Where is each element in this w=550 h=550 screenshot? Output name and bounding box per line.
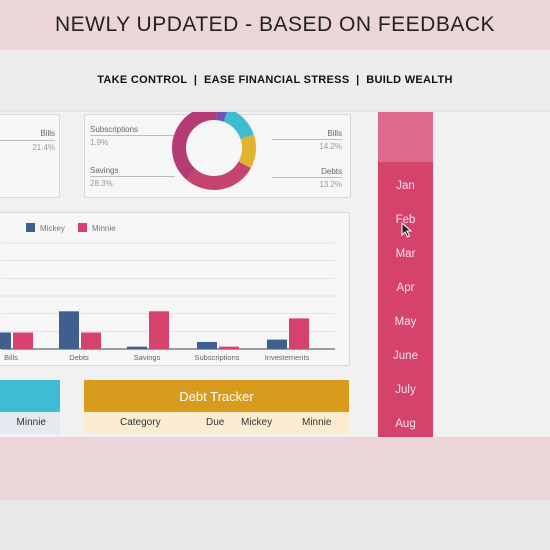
legend-card-left: Bills 21.4% xyxy=(0,114,60,198)
donut-slice-subscriptions xyxy=(216,112,228,122)
legend-debts-label: Debts xyxy=(321,167,342,176)
bottom-grey xyxy=(0,500,550,550)
legend-label-mickey: Mickey xyxy=(40,224,65,233)
category-label-subscriptions: Subscriptions xyxy=(194,353,239,362)
tagline-strip: TAKE CONTROL | EASE FINANCIAL STRESS | B… xyxy=(0,50,550,110)
tagline: TAKE CONTROL | EASE FINANCIAL STRESS | B… xyxy=(97,74,453,86)
month-item-july[interactable]: July xyxy=(395,384,416,396)
legend-line xyxy=(90,135,175,136)
category-label-savings: Savings xyxy=(134,353,161,362)
bar-investements-minnie xyxy=(289,318,309,349)
income-table-header xyxy=(0,380,60,412)
legend-line xyxy=(0,140,55,141)
legend-savings-pct: 28.3% xyxy=(90,179,113,188)
mouse-cursor-icon xyxy=(401,222,413,238)
income-table: Minnie xyxy=(0,380,60,437)
bar-investements-mickey xyxy=(267,339,287,349)
legend-swatch-minnie xyxy=(78,223,87,232)
month-item-may[interactable]: May xyxy=(394,316,417,328)
dashboard-screenshot: Bills 21.4% Subscriptions 1.9% Savings 2… xyxy=(0,112,550,438)
legend-line xyxy=(272,139,342,140)
month-item-june[interactable]: June xyxy=(393,350,418,362)
debt-tracker-columns: Category Due Mickey Minnie xyxy=(84,412,349,434)
bar-chart: Mickey Minnie Bills Debts Savings Subscriptio… xyxy=(0,223,335,362)
col-mickey: Mickey xyxy=(241,417,273,428)
legend-bills-pct: 14.2% xyxy=(319,142,342,151)
bottom-band xyxy=(0,437,550,500)
bar-bills-minnie xyxy=(13,332,33,349)
debt-tracker: Debt Tracker Category Due Mickey Minnie xyxy=(84,380,349,437)
top-banner: NEWLY UPDATED - BASED ON FEEDBACK xyxy=(0,0,550,50)
bar-subscriptions-minnie xyxy=(219,346,239,349)
legend-card-donut: Subscriptions 1.9% Savings 28.3% Bills 1… xyxy=(84,112,351,198)
legend-subscriptions-label: Subscriptions xyxy=(90,125,139,134)
legend-line xyxy=(90,176,175,177)
banner-title: NEWLY UPDATED - BASED ON FEEDBACK xyxy=(54,13,496,36)
donut-slice-other xyxy=(172,112,217,180)
budget-donut-chart xyxy=(172,112,256,190)
month-item-apr[interactable]: Apr xyxy=(396,282,415,294)
debt-tracker-title: Debt Tracker xyxy=(84,380,349,412)
bar-chart-card: Mickey Minnie Bills Debts Savings Subscriptio… xyxy=(0,212,350,366)
legend-bills-pct: 21.4% xyxy=(32,143,55,152)
month-item-jan[interactable]: Jan xyxy=(396,180,415,192)
col-category: Category xyxy=(120,417,161,428)
bar-subscriptions-mickey xyxy=(197,341,217,349)
category-label-bills: Bills xyxy=(4,353,18,362)
bar-debts-mickey xyxy=(59,311,79,349)
bar-bills-mickey xyxy=(0,332,11,349)
col-minnie: Minnie xyxy=(302,417,332,428)
category-label-debts: Debts xyxy=(69,353,89,362)
legend-swatch-mickey xyxy=(26,223,35,232)
legend-subscriptions-pct: 1.9% xyxy=(90,138,109,147)
legend-label-minnie: Minnie xyxy=(92,224,116,233)
col-due: Due xyxy=(206,417,225,428)
bar-debts-minnie xyxy=(81,332,101,349)
col-minnie: Minnie xyxy=(16,417,46,428)
donut-slice-bills xyxy=(223,112,254,140)
legend-bills-label: Bills xyxy=(40,129,55,138)
category-label-investements: Investements xyxy=(265,353,310,362)
month-item-mar[interactable]: Mar xyxy=(395,248,416,260)
bar-savings-mickey xyxy=(127,346,147,349)
donut-slice-debts xyxy=(238,134,256,169)
month-item-feb[interactable]: Feb xyxy=(395,214,416,226)
income-table-columns: Minnie xyxy=(0,412,60,434)
legend-debts-pct: 13.2% xyxy=(319,180,342,189)
month-item-aug[interactable]: Aug xyxy=(395,418,416,430)
month-selector-header xyxy=(378,112,433,162)
bar-savings-minnie xyxy=(149,311,169,349)
legend-line xyxy=(272,177,342,178)
month-selector: Jan Feb Mar Apr May June July Aug xyxy=(378,112,433,437)
legend-bills-label: Bills xyxy=(327,129,342,138)
legend-savings-label: Savings xyxy=(90,166,119,175)
donut-slice-savings xyxy=(186,161,251,190)
